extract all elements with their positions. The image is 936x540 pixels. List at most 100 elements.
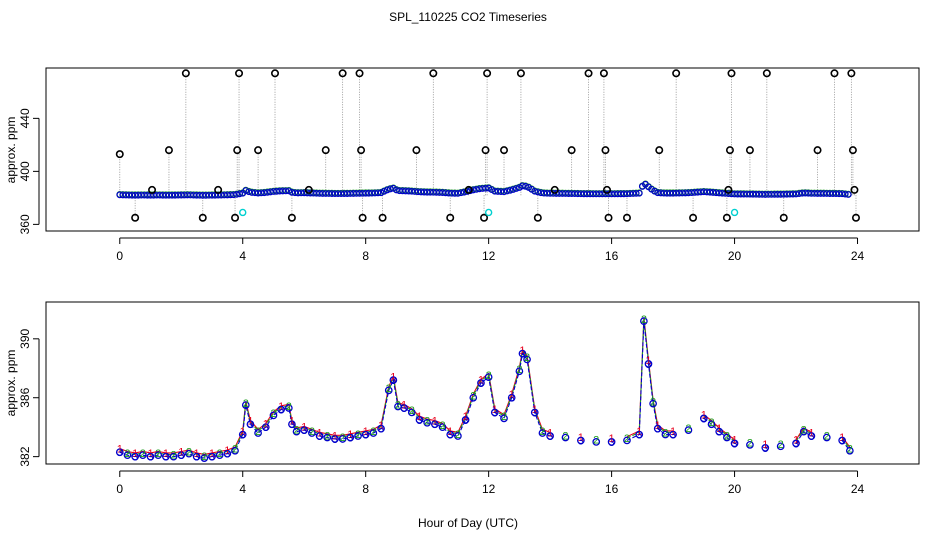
top-baseline-point [531, 187, 539, 195]
top-baseline-point [260, 189, 268, 197]
series-2-label: 2 [293, 424, 299, 436]
top-x-tick-label: 12 [482, 249, 496, 263]
bottom-data-point [138, 451, 147, 460]
series-3-label: 3 [378, 424, 384, 436]
series-3-line [841, 440, 851, 452]
series-2-label: 2 [847, 444, 853, 456]
bottom-x-tick-label: 0 [116, 482, 123, 496]
bottom-data-point [154, 451, 163, 460]
top-spike-point [483, 69, 492, 78]
series-3-label: 3 [147, 452, 153, 464]
series-1-label: 1 [839, 432, 845, 444]
top-spike-point [357, 146, 366, 155]
top-spike-point [779, 213, 788, 222]
bottom-data-point [684, 426, 693, 434]
top-spike-point [148, 185, 157, 194]
series-1-label: 1 [317, 427, 323, 439]
series-1-label: 1 [716, 423, 722, 435]
series-2-label: 2 [186, 446, 192, 458]
series-3-label: 3 [492, 407, 498, 419]
top-y-tick-label: 360 [18, 214, 32, 234]
top-spike-point [847, 69, 856, 78]
top-spike-point [550, 185, 559, 194]
top-spike-point [599, 69, 608, 78]
top-baseline-point [534, 188, 542, 196]
bottom-data-point [822, 433, 831, 442]
series-1-label: 1 [301, 421, 307, 433]
bottom-y-tick-label: 386 [18, 387, 32, 407]
bottom-data-point [185, 449, 193, 458]
series-1-label: 1 [209, 448, 215, 460]
series-3-label: 3 [401, 403, 407, 415]
bottom-data-point [400, 404, 408, 412]
series-2-label: 2 [624, 433, 630, 445]
top-spike-point [429, 69, 438, 78]
series-3-label: 3 [509, 393, 515, 405]
series-1-label: 1 [224, 445, 230, 457]
bottom-y-tick-label: 382 [18, 446, 32, 466]
series-1-label: 1 [278, 401, 284, 413]
series-3-label: 3 [636, 430, 642, 442]
bottom-data-point [331, 435, 339, 443]
series-2-label: 2 [641, 314, 647, 326]
bottom-data-point [592, 438, 601, 446]
top-cyan-point [730, 208, 739, 217]
series-2-label: 2 [201, 451, 207, 463]
chart-title: SPL_110225 CO2 Timeseries [389, 10, 547, 24]
top-spike-point [604, 213, 613, 222]
series-2-label: 2 [470, 391, 476, 403]
series-2-label: 2 [562, 430, 568, 442]
bottom-data-point [208, 452, 216, 461]
top-spike-point [567, 146, 576, 155]
top-panel: approx. ppm 0 4 8 12 16 20 24 360 400 440 [4, 67, 920, 263]
top-spike-point [725, 146, 734, 155]
top-x-tick-label: 4 [239, 249, 246, 263]
series-2-label: 2 [685, 423, 691, 435]
series-3-label: 3 [655, 424, 661, 436]
bottom-data-point [461, 415, 470, 424]
series-3-label: 3 [463, 415, 469, 427]
top-baseline-point [230, 191, 237, 199]
series-3-label: 3 [839, 435, 845, 447]
top-baseline-point [242, 187, 250, 194]
top-spike-point [848, 146, 857, 155]
series-3-label: 3 [808, 431, 814, 443]
top-x-tick-label: 8 [362, 249, 369, 263]
bottom-x-tick-label: 24 [851, 482, 865, 496]
top-spike-point [622, 213, 631, 222]
series-3-label: 3 [416, 415, 422, 427]
bottom-data-point [477, 379, 485, 387]
top-baseline-point [522, 182, 529, 190]
bottom-data-point [523, 355, 531, 364]
top-baseline-point [503, 187, 511, 195]
series-3-label: 3 [432, 419, 438, 431]
series-3-label: 3 [532, 407, 538, 419]
bottom-data-point [323, 433, 332, 442]
series-3-label: 3 [793, 438, 799, 450]
top-baseline-point [500, 188, 508, 196]
bottom-y-axis-title: approx. ppm [4, 350, 18, 417]
series-2-label: 2 [516, 364, 522, 376]
series-2-label: 2 [155, 448, 161, 460]
bottom-data-point [635, 430, 644, 439]
top-spike-point [254, 146, 263, 155]
bottom-data-point [454, 432, 462, 440]
top-spike-point [214, 185, 223, 194]
series-2-line [626, 318, 674, 439]
top-baseline-point [282, 187, 290, 195]
series-2-label: 2 [355, 429, 361, 441]
bottom-x-tick-label: 20 [728, 482, 742, 496]
series-3-label: 3 [578, 435, 584, 447]
series-1-label: 1 [492, 404, 498, 416]
series-1-label: 1 [808, 427, 814, 439]
bottom-plot-frame [45, 301, 920, 465]
top-spike-point [602, 185, 611, 194]
series-3-label: 3 [332, 434, 338, 446]
series-1-label: 1 [578, 432, 584, 444]
bottom-data-point [369, 429, 378, 437]
top-baseline-point [266, 188, 274, 196]
bottom-data-point [538, 429, 547, 437]
bottom-data-point [354, 432, 362, 440]
series-1-label: 1 [289, 416, 295, 428]
